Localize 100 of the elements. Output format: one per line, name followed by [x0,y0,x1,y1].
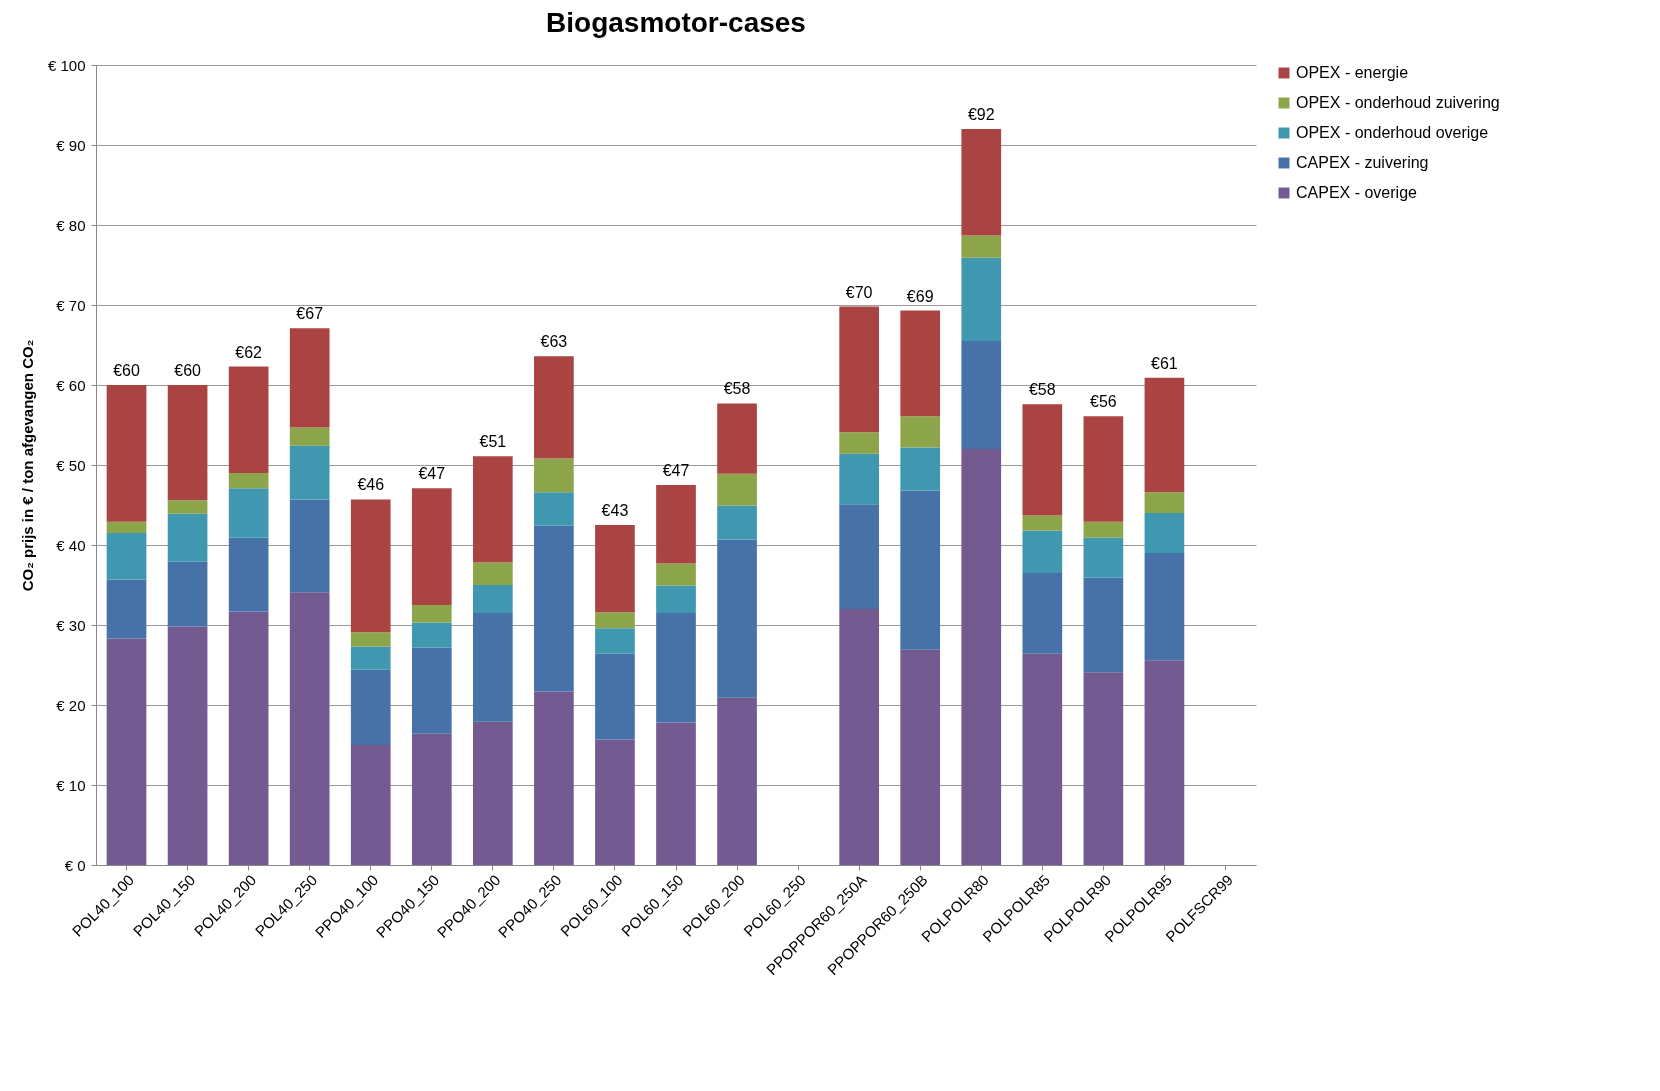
bar [411,488,452,605]
bar [534,492,574,526]
legend-label: OPEX - energie [1296,64,1409,81]
y-tick-label: € 20 [56,696,86,714]
bar [1083,416,1124,522]
bar [534,525,574,692]
bar [228,611,269,865]
bar [411,622,452,648]
bar [1022,653,1063,865]
bar [228,473,269,489]
bar [1022,573,1063,654]
total-label: €61 [1151,354,1178,372]
bar [411,647,452,734]
bar [900,490,941,650]
bar [534,458,574,493]
bar [1144,660,1185,865]
legend-label: CAPEX - overige [1296,184,1418,201]
total-label: €58 [723,380,751,398]
y-tick-label: € 0 [64,856,86,874]
bar [106,638,147,865]
bar [289,328,330,428]
bar [656,563,696,586]
legend-label: OPEX - onderhoud zuivering [1296,94,1500,111]
bar [595,739,635,865]
total-label: €67 [296,305,324,323]
legend-label: CAPEX - zuivering [1296,154,1429,171]
bar [167,513,208,562]
bar [900,649,941,865]
bar [228,366,269,473]
bar [717,505,757,540]
bar [106,385,147,522]
bar [656,722,696,865]
bar [534,356,574,459]
bar [1083,577,1124,673]
bar [411,605,452,623]
total-label: €51 [479,433,507,451]
bar [106,533,147,580]
total-label: €46 [357,476,385,494]
y-tick-label: € 80 [56,216,86,234]
bar [595,628,635,654]
total-label: €92 [967,106,995,123]
bar [961,129,1002,236]
bar [717,539,757,698]
bar [350,646,391,670]
bar [900,416,941,448]
y-tick-label: € 50 [56,456,86,474]
bar [228,488,269,538]
bar [350,632,391,647]
y-tick-label: € 100 [47,56,86,74]
bar [473,562,513,585]
bar [411,733,452,865]
bar [167,626,208,865]
total-label: €47 [418,465,446,483]
bar [900,310,941,417]
bar [473,613,513,722]
bar [1144,513,1185,553]
bar [167,500,208,514]
bar [717,697,757,865]
bar [228,537,269,612]
bar [656,613,696,723]
bar [289,592,330,865]
total-label: €43 [601,502,629,519]
bar [839,609,879,865]
bar [900,447,941,491]
bar [961,449,1002,865]
bar [595,525,635,613]
y-tick-label: € 40 [56,536,86,554]
bar [350,745,391,865]
bar [350,669,391,745]
total-label: €47 [662,462,690,479]
bar [289,499,330,593]
bar [839,432,879,454]
bar [473,585,513,613]
bar [1144,492,1185,513]
bar [167,385,208,501]
total-label: €69 [906,287,934,305]
total-label: €60 [174,362,202,379]
bar [167,561,208,627]
bar [106,579,147,639]
bar [534,691,574,865]
bar [1083,672,1124,865]
bar [1022,404,1063,516]
bar [1083,537,1124,578]
y-tick-label: € 60 [56,376,86,394]
bar [350,499,391,633]
bar [106,521,147,533]
total-label: €62 [235,343,263,361]
bar [595,612,635,629]
bar [1022,515,1063,531]
y-tick-label: € 30 [56,616,86,634]
total-label: €63 [540,333,568,351]
total-label: €58 [1028,381,1056,399]
chart-title: Biogasmotor-cases [546,7,806,38]
y-tick-label: € 90 [56,136,86,154]
y-axis-title: CO₂ prijs in € / ton afgevangen CO₂ [18,339,36,592]
bar [839,306,879,433]
y-tick-label: € 10 [56,776,86,794]
bar [839,453,879,505]
bar [473,721,513,865]
bar [961,235,1002,258]
